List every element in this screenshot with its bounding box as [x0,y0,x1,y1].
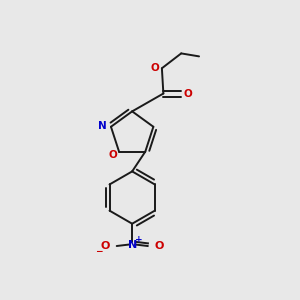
Text: O: O [150,63,159,73]
Text: O: O [100,241,110,251]
Text: +: + [135,235,142,244]
Text: −: − [95,248,103,256]
Text: N: N [98,121,107,131]
Text: O: O [155,241,164,251]
Text: O: O [184,88,193,98]
Text: O: O [108,150,117,160]
Text: N: N [128,239,137,250]
